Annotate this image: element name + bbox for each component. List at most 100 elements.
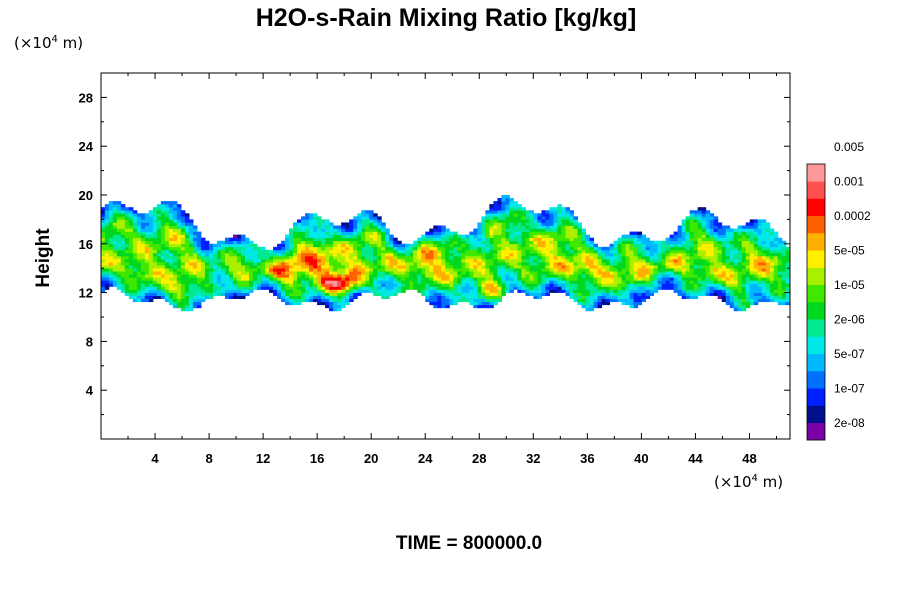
field-cell <box>597 277 603 284</box>
field-cell <box>112 204 118 208</box>
field-cell <box>609 298 615 303</box>
field-cell <box>621 274 627 281</box>
field-cell <box>517 234 522 245</box>
field-cell <box>345 268 350 275</box>
field-cell <box>693 274 699 278</box>
field-cell <box>585 243 591 248</box>
field-cell <box>601 298 607 306</box>
field-cell <box>381 286 386 296</box>
field-cell <box>140 243 146 254</box>
field-cell <box>701 225 707 229</box>
field-cell <box>717 240 723 245</box>
field-cell <box>669 240 675 245</box>
field-cell <box>433 289 438 293</box>
field-cell <box>180 262 186 266</box>
field-cell <box>433 304 438 309</box>
field-cell <box>549 240 554 245</box>
field-cell <box>761 256 767 260</box>
field-cell <box>357 259 362 263</box>
field-cell <box>101 274 106 278</box>
field-cell <box>617 252 623 263</box>
field-cell <box>369 246 374 263</box>
field-cell <box>477 237 482 242</box>
field-cell <box>425 246 430 254</box>
field-cell <box>465 243 470 251</box>
colorbar-swatch <box>807 319 825 337</box>
field-cell <box>421 262 426 266</box>
field-cell <box>509 210 514 223</box>
field-cell <box>621 301 627 306</box>
field-cell <box>341 228 346 232</box>
field-cell <box>309 295 314 299</box>
field-cell <box>673 246 679 251</box>
field-cell <box>501 283 506 296</box>
field-cell <box>377 231 382 235</box>
field-cell <box>761 262 767 266</box>
field-cell <box>613 259 619 266</box>
field-cell <box>589 246 595 251</box>
colorbar-swatch <box>807 215 825 234</box>
field-cell <box>309 289 314 296</box>
field-cell <box>565 213 570 217</box>
field-cell <box>249 280 254 287</box>
field-cell <box>425 277 430 284</box>
field-cell <box>677 243 683 248</box>
field-cell <box>329 286 334 290</box>
field-cell <box>321 243 326 251</box>
field-cell <box>265 249 270 260</box>
field-cell <box>136 295 142 299</box>
field-cell <box>669 252 675 257</box>
field-cell <box>621 298 627 303</box>
field-cell <box>505 259 510 263</box>
field-cell <box>605 271 611 278</box>
field-cell <box>128 213 134 217</box>
field-cell <box>156 262 162 266</box>
field-cell <box>769 240 775 248</box>
field-cell <box>136 237 142 242</box>
field-cell <box>309 252 314 257</box>
field-cell <box>269 286 274 290</box>
field-cell <box>629 240 635 245</box>
field-cell <box>765 280 771 284</box>
field-cell <box>200 295 206 299</box>
field-cell <box>305 280 310 287</box>
field-cell <box>445 240 450 263</box>
field-cell <box>753 240 759 245</box>
field-cell <box>565 216 570 220</box>
field-cell <box>649 262 655 266</box>
field-cell <box>757 265 763 272</box>
field-cell <box>285 274 290 278</box>
field-cell <box>597 283 603 287</box>
field-cell <box>136 292 142 296</box>
field-cell <box>713 228 719 232</box>
field-cell <box>168 280 174 290</box>
field-cell <box>184 304 190 309</box>
field-cell <box>341 265 346 269</box>
y-tick-label: 4 <box>86 383 94 398</box>
field-cell <box>573 265 578 272</box>
field-cell <box>749 222 755 226</box>
field-cell <box>188 234 194 242</box>
field-cell <box>685 271 691 278</box>
field-cell <box>669 234 675 238</box>
field-cell <box>128 252 134 266</box>
field-cell <box>533 286 538 290</box>
field-cell <box>677 280 683 290</box>
field-cell <box>489 292 494 296</box>
field-cell <box>301 271 306 275</box>
field-cell <box>124 210 130 214</box>
field-cell <box>569 283 574 293</box>
field-cell <box>585 256 591 266</box>
field-cell <box>172 207 178 211</box>
field-cell <box>309 298 314 303</box>
field-cell <box>429 289 434 296</box>
field-cell <box>777 274 783 278</box>
field-cell <box>220 271 226 284</box>
field-cell <box>485 222 490 238</box>
field-cell <box>601 249 607 254</box>
field-cell <box>365 265 370 269</box>
field-cell <box>585 280 591 290</box>
field-cell <box>541 274 546 284</box>
field-cell <box>341 286 346 290</box>
field-cell <box>717 243 723 251</box>
